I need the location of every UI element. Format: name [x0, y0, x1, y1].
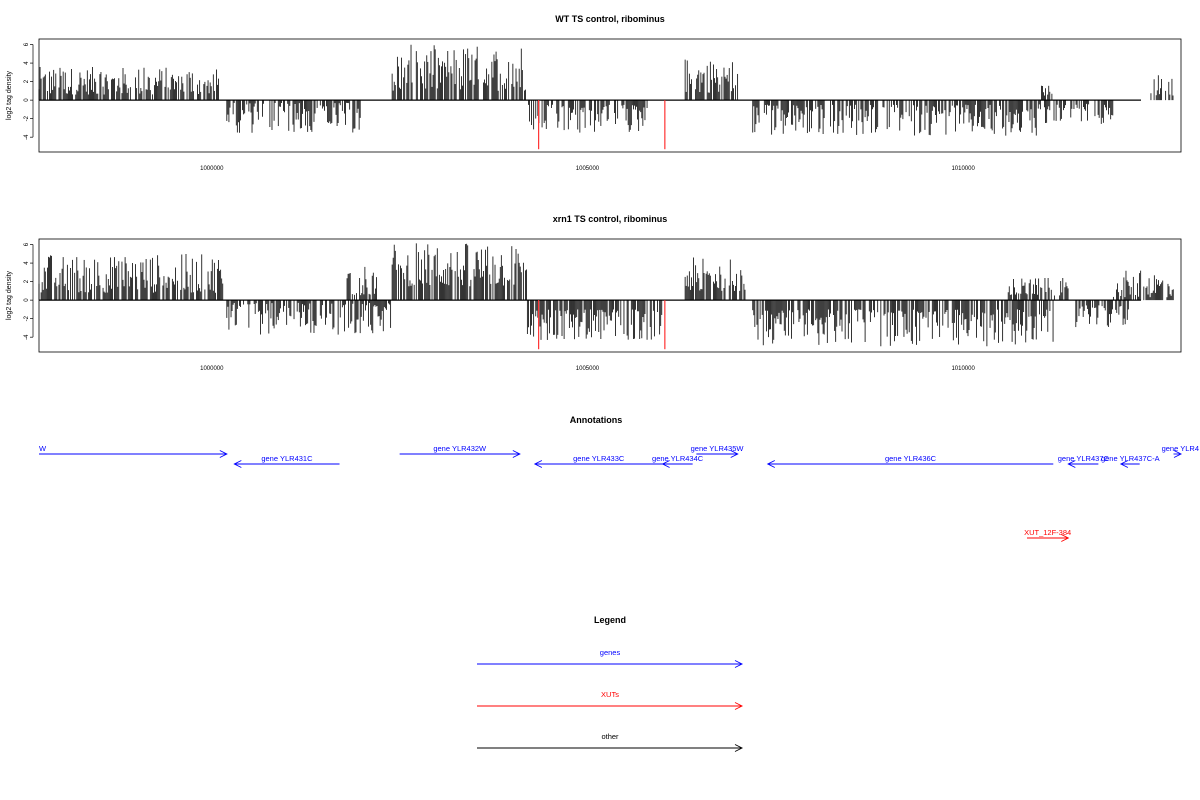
gene-feature: gene YLR433C: [533, 454, 663, 468]
gene-feature: gene YLR432W: [399, 444, 521, 458]
y-tick-label: -4: [24, 334, 30, 340]
y-tick-label: 0: [24, 98, 30, 102]
legend-label: XUTs: [601, 690, 619, 699]
legend-item: other: [477, 732, 744, 752]
gene-feature: W: [39, 444, 228, 458]
xut-feature: XUT_12F-384: [1024, 528, 1071, 542]
gene-feature: gene YLR4: [1162, 444, 1199, 458]
y-tick-label: 6: [24, 42, 30, 46]
x-tick-label: 1005000: [576, 166, 600, 172]
x-tick-label: 1005000: [576, 366, 600, 372]
y-tick-label: 2: [24, 79, 30, 83]
wt-signal-panel: WT TS control, ribominus 6 4 2 0 -2 -4 log2 tag…: [6, 14, 1182, 172]
feature-label: W: [39, 444, 47, 453]
legend-item: XUTs: [477, 690, 744, 710]
signal-bars: [38, 44, 1174, 136]
legend-title: Legend: [594, 615, 626, 625]
feature-label: XUT_12F-384: [1024, 528, 1071, 537]
feature-label: gene YLR432W: [433, 444, 487, 453]
feature-label: gene YLR434C: [652, 454, 704, 463]
feature-label: gene YLR437C-A: [1101, 454, 1160, 463]
gene-feature: gene YLR434C: [652, 454, 704, 468]
y-tick-label: 4: [24, 261, 30, 265]
gene-feature: gene YLR436C: [766, 454, 1054, 468]
legend-label: other: [601, 732, 619, 741]
feature-label: gene YLR436C: [885, 454, 937, 463]
y-tick-label: 0: [24, 298, 30, 302]
annotations-title: Annotations: [570, 415, 623, 425]
y-tick-label: -2: [24, 115, 30, 121]
feature-label: gene YLR435W: [691, 444, 745, 453]
x-tick-label: 1000000: [200, 166, 224, 172]
legend-panel: Legend genes XUTs other: [477, 615, 744, 752]
legend-item: genes: [477, 648, 744, 668]
y-tick-label: 2: [24, 279, 30, 283]
chart-title: xrn1 TS control, ribominus: [553, 214, 668, 224]
gene-feature: gene YLR431C: [233, 454, 340, 468]
xrn1-signal-panel: xrn1 TS control, ribominus 6 4 2 0 -2 -4 log2 t…: [6, 214, 1182, 372]
y-axis-label: log2 tag density: [6, 270, 13, 320]
feature-label: gene YLR431C: [261, 454, 313, 463]
gene-feature: gene YLR437C: [1058, 454, 1110, 468]
chart-title: WT TS control, ribominus: [555, 14, 665, 24]
y-tick-label: 4: [24, 61, 30, 65]
feature-label: gene YLR437C: [1058, 454, 1110, 463]
x-tick-label: 1010000: [951, 366, 975, 372]
signal-bars: [38, 243, 1174, 347]
x-tick-label: 1010000: [951, 166, 975, 172]
gene-feature: gene YLR437C-A: [1101, 454, 1160, 468]
y-tick-label: -4: [24, 134, 30, 140]
y-tick-label: -2: [24, 315, 30, 321]
feature-label: gene YLR433C: [573, 454, 625, 463]
y-tick-label: 6: [24, 242, 30, 246]
x-tick-label: 1000000: [200, 366, 224, 372]
gene-feature: gene YLR435W: [691, 444, 745, 458]
feature-label: gene YLR4: [1162, 444, 1199, 453]
y-axis-label: log2 tag density: [6, 70, 13, 120]
legend-label: genes: [600, 648, 621, 657]
